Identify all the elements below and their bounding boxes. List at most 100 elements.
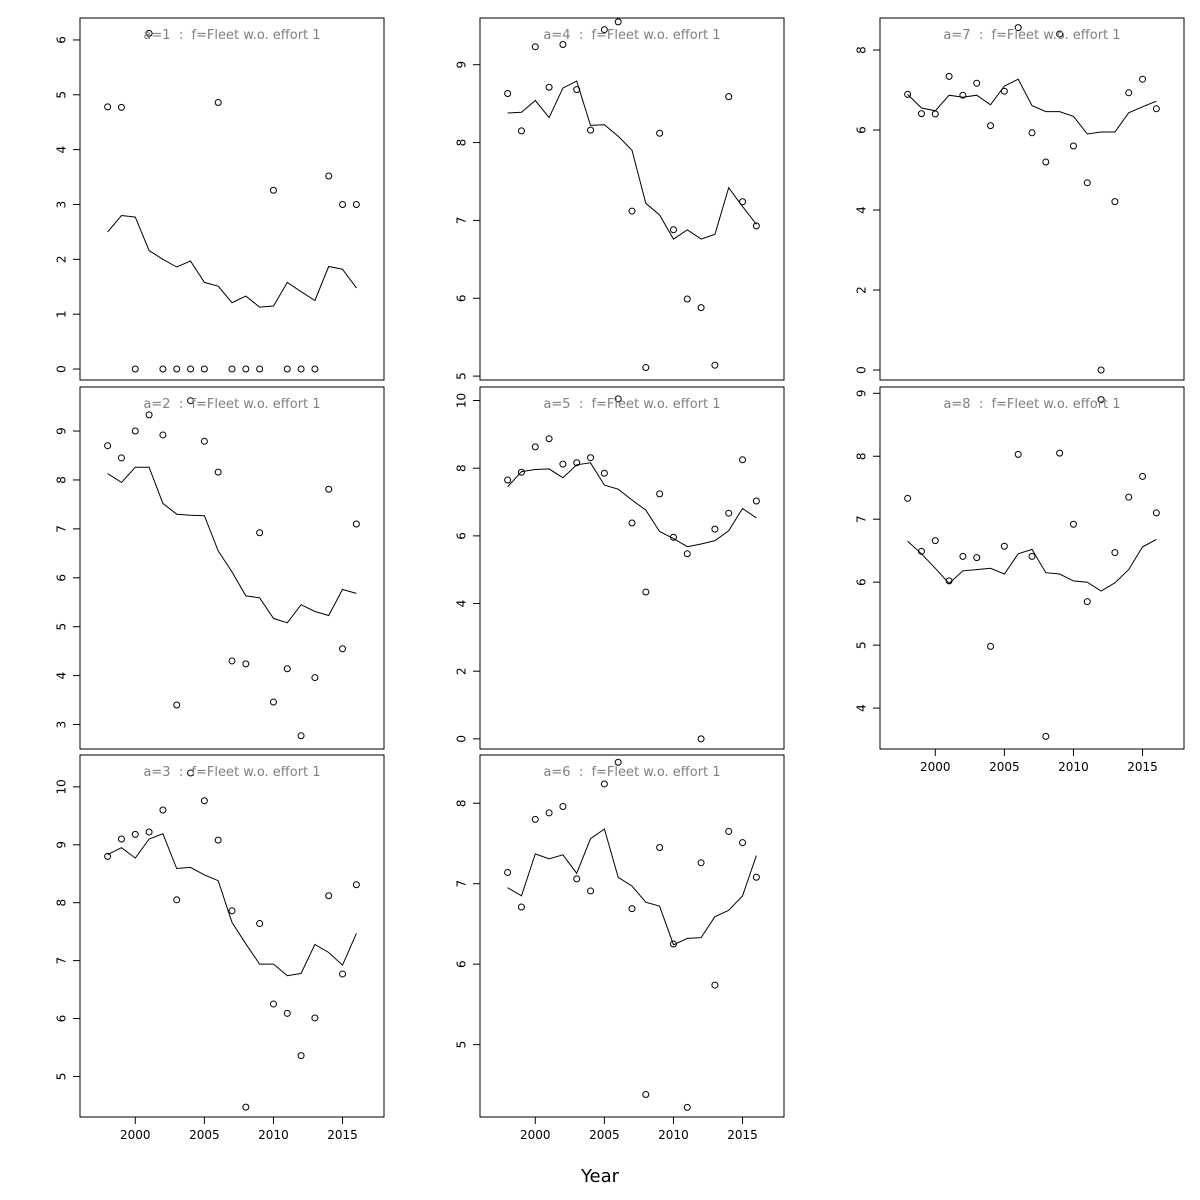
x-tick-label: 2010 [258, 1128, 289, 1142]
observed-point [531, 443, 539, 451]
observed-point [131, 830, 139, 838]
observed-point [1014, 24, 1022, 32]
observed-point [117, 454, 125, 462]
observed-point [683, 295, 691, 303]
y-tick-label: 10 [55, 779, 69, 794]
observed-point [297, 365, 305, 373]
observed-point [145, 828, 153, 836]
y-tick-label: 4 [55, 146, 69, 154]
observed-point [1083, 598, 1091, 606]
observed-point [945, 577, 953, 585]
observed-point [504, 476, 512, 484]
panel-title: a=6 : f=Fleet w.o. effort 1 [543, 765, 720, 780]
observed-point [504, 868, 512, 876]
observed-point [1000, 87, 1008, 95]
y-tick-label: 6 [455, 294, 469, 302]
observed-point [987, 642, 995, 650]
observed-point [1028, 129, 1036, 137]
observed-point [187, 365, 195, 373]
y-tick-label: 9 [855, 389, 869, 397]
observed-point [1111, 549, 1119, 557]
observed-point [352, 520, 360, 528]
observed-point [752, 497, 760, 505]
y-tick-label: 9 [55, 841, 69, 849]
observed-point [339, 200, 347, 208]
observed-point [973, 554, 981, 562]
y-tick-label: 2 [855, 286, 869, 294]
y-tick-label: 8 [855, 452, 869, 460]
x-tick-label: 2000 [120, 1128, 151, 1142]
observed-point [656, 490, 664, 498]
y-tick-label: 6 [55, 1015, 69, 1023]
observed-point [1097, 396, 1105, 404]
observed-point [145, 411, 153, 419]
observed-point [628, 905, 636, 913]
observed-point [117, 835, 125, 843]
panel-title: a=3 : f=Fleet w.o. effort 1 [143, 765, 320, 780]
observed-point [614, 395, 622, 403]
observed-point [159, 431, 167, 439]
panel-2: 3 4 5 6 7 8 9 a=2 : f=Fleet w.o. effort 1 [55, 386, 385, 750]
observed-point [297, 1052, 305, 1060]
observed-point [917, 110, 925, 118]
observed-point [697, 304, 705, 312]
observed-point [228, 657, 236, 665]
x-axis-label: Year [580, 1166, 620, 1187]
observed-point [269, 1000, 277, 1008]
observed-point [504, 90, 512, 98]
fitted-line [107, 833, 357, 977]
observed-point [256, 529, 264, 537]
observed-point [904, 90, 912, 98]
y-tick-label: 7 [455, 880, 469, 888]
observed-point [187, 397, 195, 405]
x-tick-label: 2015 [727, 1128, 758, 1142]
observed-point [1083, 179, 1091, 187]
observed-point [545, 83, 553, 91]
y-tick-label: 8 [455, 464, 469, 472]
y-tick-label: 5 [855, 641, 869, 649]
observed-point [614, 18, 622, 26]
observed-point [697, 859, 705, 867]
observed-point [1042, 732, 1050, 740]
observed-point [559, 40, 567, 48]
y-tick-label: 6 [55, 36, 69, 44]
observed-point [159, 365, 167, 373]
observed-point [642, 588, 650, 596]
observed-point [283, 365, 291, 373]
observed-point [256, 365, 264, 373]
observed-point [214, 836, 222, 844]
y-tick-label: 0 [55, 365, 69, 373]
fitted-line [507, 462, 757, 548]
observed-point [339, 645, 347, 653]
observed-point [987, 122, 995, 130]
observed-point [228, 907, 236, 915]
observed-point [311, 674, 319, 682]
y-tick-label: 6 [855, 126, 869, 134]
observed-point [600, 469, 608, 477]
panel-title: a=8 : f=Fleet w.o. effort 1 [943, 397, 1120, 412]
observed-point [200, 437, 208, 445]
plot-frame [879, 17, 1185, 381]
x-tick-label: 2015 [1127, 760, 1158, 774]
y-tick-label: 8 [55, 899, 69, 907]
observed-point [1056, 30, 1064, 38]
observed-point [104, 442, 112, 450]
y-tick-label: 4 [855, 704, 869, 712]
observed-point [1014, 450, 1022, 458]
fitted-line [507, 828, 757, 946]
observed-point [600, 26, 608, 34]
observed-point [1042, 158, 1050, 166]
observed-point [242, 365, 250, 373]
observed-point [256, 920, 264, 928]
observed-point [959, 91, 967, 99]
observed-point [669, 226, 677, 234]
observed-point [1139, 472, 1147, 480]
observed-point [739, 456, 747, 464]
observed-point [104, 103, 112, 111]
panel-6: 5 6 7 8 2000 2005 2010 2015 a=6 : f=Fleet w.o. e… [455, 754, 785, 1142]
y-tick-label: 6 [455, 960, 469, 968]
y-tick-label: 6 [455, 532, 469, 540]
observed-point [752, 873, 760, 881]
y-tick-label: 6 [855, 578, 869, 586]
y-tick-label: 9 [455, 61, 469, 69]
